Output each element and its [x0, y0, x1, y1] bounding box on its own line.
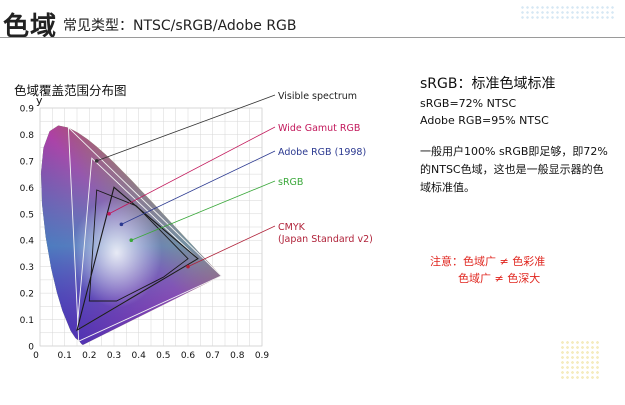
annotation-anchor-dot [119, 222, 124, 227]
chromaticity-chart: 0.90.80.70.60.50.40.30.20.10 0 0.1 0.2 0.3 0… [20, 91, 373, 361]
chart-annotations: Visible spectrum Wide Gamut RGB Adobe RGB … [94, 91, 373, 269]
y-axis-label: y [36, 94, 43, 107]
annotation-leader-line [131, 180, 276, 241]
annotation-label: CMYK [278, 222, 306, 233]
cmyk-japan-standard-v2-gamut [88, 189, 189, 302]
y-tick-label: 0.3 [20, 263, 34, 273]
annotation-leader-line [121, 150, 276, 225]
x-tick-label: 0.8 [230, 351, 245, 361]
decorative-dot-pattern [520, 5, 615, 19]
explanation-paragraph: 一般用户100% sRGB即足够，即72%的NTSC色域，这也是一般显示器的色域… [420, 145, 608, 194]
annotation-leader-line [187, 225, 276, 268]
y-tick-label: 0 [28, 343, 34, 353]
y-tick-label: 0.1 [20, 316, 34, 326]
header-divider [0, 37, 625, 38]
x-tick-label: 0.4 [132, 351, 147, 361]
annotation-label: Adobe RGB (1998) [278, 147, 366, 158]
note-gamut-vs-depth: 色域广 ≠ 色深大 [458, 272, 541, 285]
y-tick-label: 0.9 [20, 105, 35, 115]
chart-title: 色域覆盖范围分布图 [14, 83, 127, 98]
y-tick-label: 0.8 [20, 131, 35, 141]
x-tick-label: 0.7 [206, 351, 220, 361]
annotation-label: Visible spectrum [278, 91, 357, 102]
srgb-heading: sRGB：标准色域标准 [420, 76, 556, 92]
srgb-ratio: sRGB=72% NTSC [420, 97, 517, 110]
annotation-leader-line [96, 94, 276, 162]
annotation-anchor-dot [107, 211, 111, 216]
x-tick-label: 0 [33, 351, 39, 361]
x-tick-label: 0.5 [156, 351, 170, 361]
x-tick-label: 0.6 [181, 351, 196, 361]
visible-spectrum-locus [41, 125, 222, 345]
y-tick-label: 0.5 [20, 210, 34, 220]
srgb-gamut [76, 186, 199, 332]
annotation-anchor-dot [129, 238, 134, 243]
x-tick-label: 0.2 [82, 351, 96, 361]
annotation-label: (Japan Standard v2) [278, 234, 373, 245]
y-tick-label: 0.7 [20, 157, 34, 167]
y-tick-label: 0.4 [20, 237, 35, 247]
x-tick-label: 0.9 [255, 351, 270, 361]
x-tick-label: 0.3 [107, 351, 121, 361]
gamut-triangles [67, 126, 223, 342]
page-subtitle: 常见类型：NTSC/sRGB/Adobe RGB [63, 18, 297, 34]
adobe-rgb-ratio: Adobe RGB=95% NTSC [420, 114, 549, 127]
annotation-anchor-dot [94, 159, 99, 163]
x-tick-label: 0.1 [58, 351, 72, 361]
y-tick-label: 0.6 [20, 184, 35, 194]
y-axis-ticks: 0.9 0.8 0.7 0.6 0.5 0.4 0.3 0.2 0.1 0 [20, 105, 35, 353]
x-axis-ticks: 0 0.1 0.2 0.3 0.4 0.5 0.6 0.7 0.8 0.9 [33, 351, 269, 361]
annotation-anchor-dot [186, 264, 190, 269]
annotation-leader-line [108, 126, 276, 215]
note-gamut-vs-accuracy: 注意：色域广 ≠ 色彩准 [430, 255, 546, 268]
annotation-label: sRGB [278, 177, 303, 188]
y-tick-label: 0.2 [20, 290, 34, 300]
decorative-corner-pattern [560, 340, 600, 380]
wide-gamut-rgb-gamut [67, 126, 223, 342]
annotation-label: Wide Gamut RGB [278, 123, 360, 134]
